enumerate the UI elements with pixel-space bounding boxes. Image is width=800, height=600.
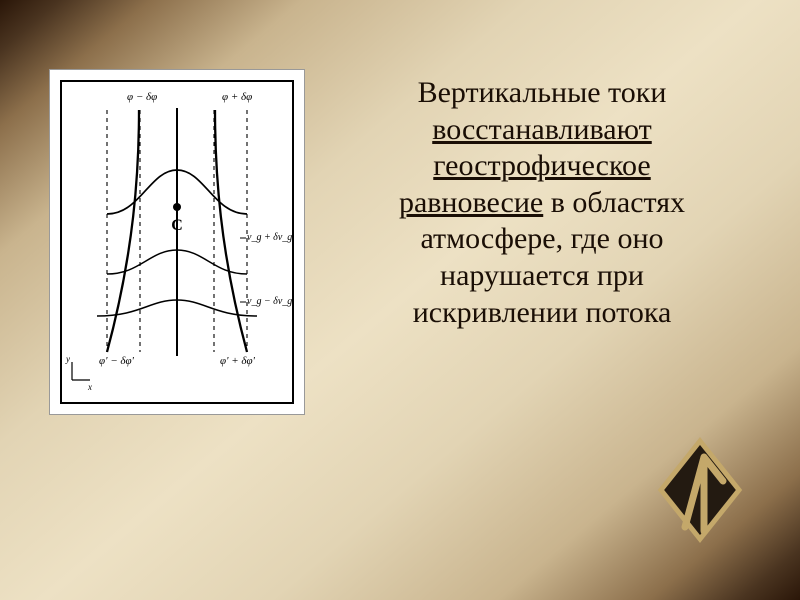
rune-logo bbox=[655, 435, 745, 545]
text-line-4: атмосфере, где оно bbox=[420, 222, 663, 255]
text-line-6: искривлении потока bbox=[413, 296, 672, 329]
label-top-right: φ + δφ bbox=[222, 91, 252, 103]
main-text: Вертикальные токи восстанавливают геостр… bbox=[324, 75, 760, 331]
label-bottom-left: φ' − δφ' bbox=[99, 355, 135, 367]
rune-icon bbox=[655, 435, 745, 545]
text-underlined-3: равновесие bbox=[399, 186, 543, 219]
text-tail-3: в областях bbox=[543, 186, 685, 219]
text-line-5: нарушается при bbox=[440, 259, 644, 292]
central-point-label: C bbox=[171, 217, 183, 234]
text-underlined-1: восстанавливают bbox=[432, 113, 652, 146]
label-vg-upper: v_g + δv_g bbox=[247, 232, 292, 243]
text-underlined-2: геострофическое bbox=[433, 149, 650, 182]
figure-card: C φ − δφ φ + δφ v_g + δv_g v_g − δv_g φ'… bbox=[50, 70, 304, 414]
text-line-1: Вертикальные токи bbox=[418, 76, 667, 109]
axis-y-label: y bbox=[65, 354, 70, 364]
diagram-svg: C φ − δφ φ + δφ v_g + δv_g v_g − δv_g φ'… bbox=[62, 82, 292, 402]
label-bottom-right: φ' + δφ' bbox=[220, 355, 256, 367]
slide: C φ − δφ φ + δφ v_g + δv_g v_g − δv_g φ'… bbox=[0, 0, 800, 600]
label-top-left: φ − δφ bbox=[127, 91, 157, 103]
label-vg-lower: v_g − δv_g bbox=[247, 296, 292, 307]
axis-x-label: x bbox=[87, 382, 92, 392]
geostrophic-diagram: C φ − δφ φ + δφ v_g + δv_g v_g − δv_g φ'… bbox=[60, 80, 294, 404]
